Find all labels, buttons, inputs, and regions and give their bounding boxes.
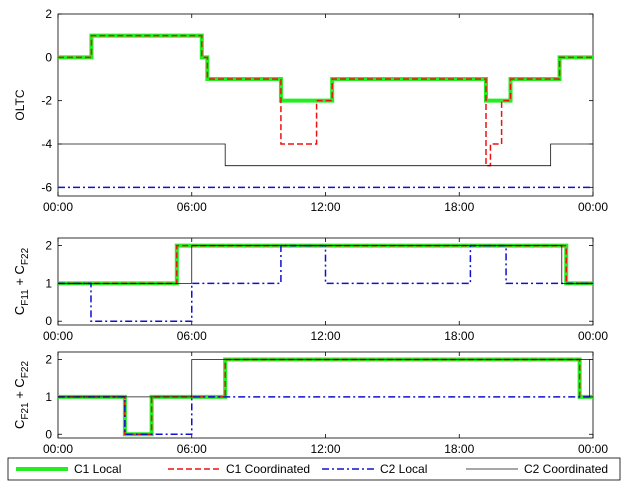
y-axis-label-part: F22 bbox=[20, 247, 31, 265]
x-tick-label: 00:00 bbox=[43, 329, 73, 343]
y-tick-label: 2 bbox=[45, 352, 52, 366]
y-tick-label: 0 bbox=[45, 314, 52, 328]
y-tick-label: 2 bbox=[45, 239, 52, 253]
y-tick-label: 1 bbox=[45, 390, 52, 404]
x-tick-label: 06:00 bbox=[177, 442, 207, 456]
legend bbox=[7, 457, 621, 481]
x-tick-label: 12:00 bbox=[310, 329, 340, 343]
plot-area bbox=[57, 351, 594, 439]
y-axis-label-part: C bbox=[12, 420, 27, 429]
x-tick-label: 06:00 bbox=[177, 329, 207, 343]
plot-area bbox=[57, 13, 594, 197]
y-axis-label-part: + C bbox=[12, 378, 27, 402]
x-tick-label: 12:00 bbox=[310, 200, 340, 214]
y-axis-label-part: + C bbox=[12, 265, 27, 289]
legend-label: C1 Coordinated bbox=[226, 462, 310, 476]
legend-label: C1 Local bbox=[74, 462, 121, 476]
series-line bbox=[58, 34, 593, 167]
y-tick-label: 0 bbox=[45, 50, 52, 64]
x-tick-label: 00:00 bbox=[578, 329, 608, 343]
y-axis-label: CF21 + CF22 bbox=[12, 361, 31, 430]
x-tick-label: 18:00 bbox=[444, 329, 474, 343]
series-line bbox=[58, 359, 593, 398]
legend-label: C2 Coordinated bbox=[524, 462, 608, 476]
x-tick-label: 18:00 bbox=[444, 200, 474, 214]
y-tick-label: -4 bbox=[41, 137, 52, 151]
series-line bbox=[58, 143, 593, 167]
y-axis-label-part: C bbox=[12, 306, 27, 315]
y-axis-label: OLTC bbox=[13, 89, 27, 120]
x-tick-label: 00:00 bbox=[578, 442, 608, 456]
y-tick-label: 0 bbox=[45, 427, 52, 441]
y-tick-label: 2 bbox=[45, 7, 52, 21]
x-tick-label: 00:00 bbox=[43, 200, 73, 214]
y-tick-label: -2 bbox=[41, 94, 52, 108]
y-axis-label: CF11 + CF22 bbox=[12, 247, 31, 315]
x-tick-label: 06:00 bbox=[177, 200, 207, 214]
y-tick-label: 1 bbox=[45, 276, 52, 290]
legend-label: C2 Local bbox=[380, 462, 427, 476]
series-line bbox=[58, 245, 593, 284]
x-tick-label: 00:00 bbox=[578, 200, 608, 214]
y-axis-label-part: F21 bbox=[20, 402, 31, 420]
y-axis-label-part: F11 bbox=[20, 289, 31, 306]
y-axis-label-part: F22 bbox=[20, 361, 31, 379]
x-tick-label: 00:00 bbox=[43, 442, 73, 456]
y-tick-label: -6 bbox=[41, 180, 52, 194]
x-tick-label: 12:00 bbox=[310, 442, 340, 456]
x-tick-label: 18:00 bbox=[444, 442, 474, 456]
